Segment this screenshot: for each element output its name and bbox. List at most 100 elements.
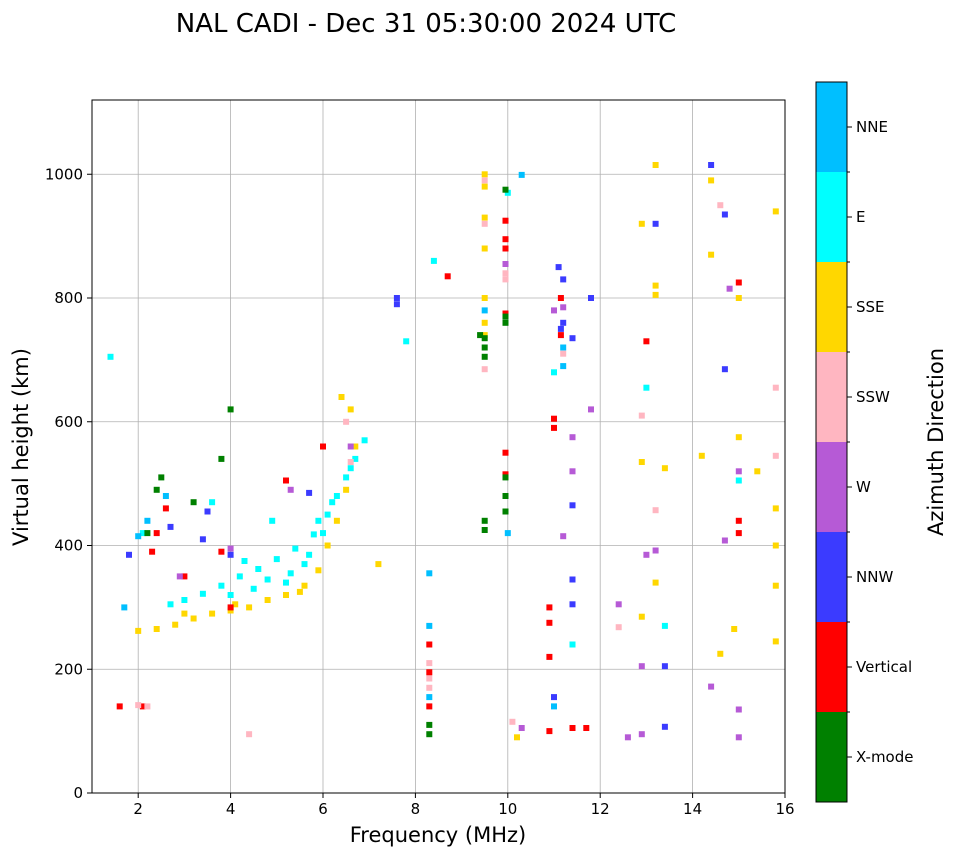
point-sse-15 [347,406,354,413]
chart-title: NAL CADI - Dec 31 05:30:00 2024 UTC [176,9,676,39]
point-x-mode-9 [502,508,509,515]
point-sse-4 [209,610,216,617]
point-x-mode-18 [502,474,509,481]
colorbar-label-sse: SSE [856,298,885,316]
point-sse-5 [227,607,234,614]
series-sse [135,162,779,741]
data-points [107,162,779,741]
point-x-mode-8 [502,493,509,499]
point-nnw-11 [708,162,715,168]
point-nnw-12 [721,211,728,218]
point-w-21 [176,573,183,580]
point-e-29 [661,622,668,629]
point-e-3 [236,573,243,580]
point-x-mode-6 [502,313,509,320]
point-nnw-4 [569,335,576,342]
y-tick-label-600: 600 [54,413,83,431]
point-x-mode-4 [481,527,488,533]
point-e-24 [504,189,511,196]
point-w-4 [638,731,645,738]
series-vertical [116,217,742,735]
colorbar-swatch-sse [816,262,847,352]
y-tick-label-400: 400 [54,537,83,555]
point-w-6 [708,683,715,690]
point-sse-22 [481,319,488,326]
colorbar-swatch-w [816,442,847,532]
colorbar-label-w: W [856,478,871,496]
point-e-17 [320,530,326,537]
point-sse-1 [153,626,160,632]
point-vertical-33 [557,332,564,339]
point-ssw-13 [772,384,779,391]
point-e-0 [181,597,188,603]
point-vertical-15 [444,273,451,280]
point-sse-20 [481,245,488,252]
point-w-18 [502,261,509,267]
point-x-mode-5 [502,186,509,193]
point-e-6 [292,545,299,552]
point-e-22 [306,551,313,558]
point-sse-23 [481,332,488,339]
point-e-37 [569,641,576,648]
point-e-15 [283,579,289,586]
point-sse-26 [708,177,715,184]
point-e-28 [403,338,410,345]
point-ssw-5 [426,675,433,682]
point-w-1 [643,551,650,558]
x-tick-label-12: 12 [591,800,610,818]
point-x-mode-13 [218,455,225,462]
series-x-mode [144,186,509,738]
point-nnw-8 [551,694,557,701]
y-axis-label: Virtual height (km) [9,348,33,546]
point-e-23 [107,353,114,360]
colorbar-swatch-e [816,172,847,262]
colorbar-swatch-ssw [816,352,847,442]
colorbar-swatch-vertical [816,622,847,712]
point-e-31 [139,530,146,537]
point-nnw-9 [661,663,668,670]
point-sse-27 [708,251,715,258]
point-nnw-23 [557,325,564,332]
point-sse-33 [754,468,761,475]
point-w-8 [735,734,742,741]
point-e-13 [167,601,174,608]
point-nnw-5 [569,502,576,509]
point-sse-24 [638,220,645,227]
point-nnw-1 [393,301,400,308]
point-e-27 [430,257,437,264]
point-nnw-16 [227,551,234,558]
colorbar-frame [815,81,848,803]
colorbar-label: Azimuth Direction [924,348,948,536]
point-sse-28 [735,295,742,301]
point-vertical-3 [502,449,509,456]
point-vertical-32 [557,295,564,301]
point-vertical-13 [426,669,433,676]
point-sse-42 [731,626,738,632]
point-e-18 [329,499,336,506]
point-sse-47 [296,588,303,595]
point-e-4 [255,566,262,572]
point-sse-8 [283,592,289,598]
point-sse-6 [246,604,253,611]
point-sse-7 [264,597,271,603]
point-w-3 [638,663,645,670]
point-vertical-11 [583,725,590,731]
point-vertical-6 [546,604,553,611]
point-nnw-17 [199,536,206,543]
point-e-36 [269,517,276,524]
point-w-20 [227,545,234,552]
point-e-33 [287,570,294,577]
point-vertical-26 [218,548,225,555]
point-e-26 [643,384,650,391]
point-e-20 [250,585,257,592]
point-sse-18 [481,183,488,190]
point-nnw-3 [560,319,567,326]
point-nne-8 [144,517,151,524]
point-e-8 [324,511,331,518]
point-vertical-17 [735,530,742,537]
point-vertical-1 [502,245,509,252]
point-vertical-12 [426,641,433,648]
point-e-7 [310,531,317,538]
series-nne [121,171,567,710]
point-sse-41 [717,650,724,657]
